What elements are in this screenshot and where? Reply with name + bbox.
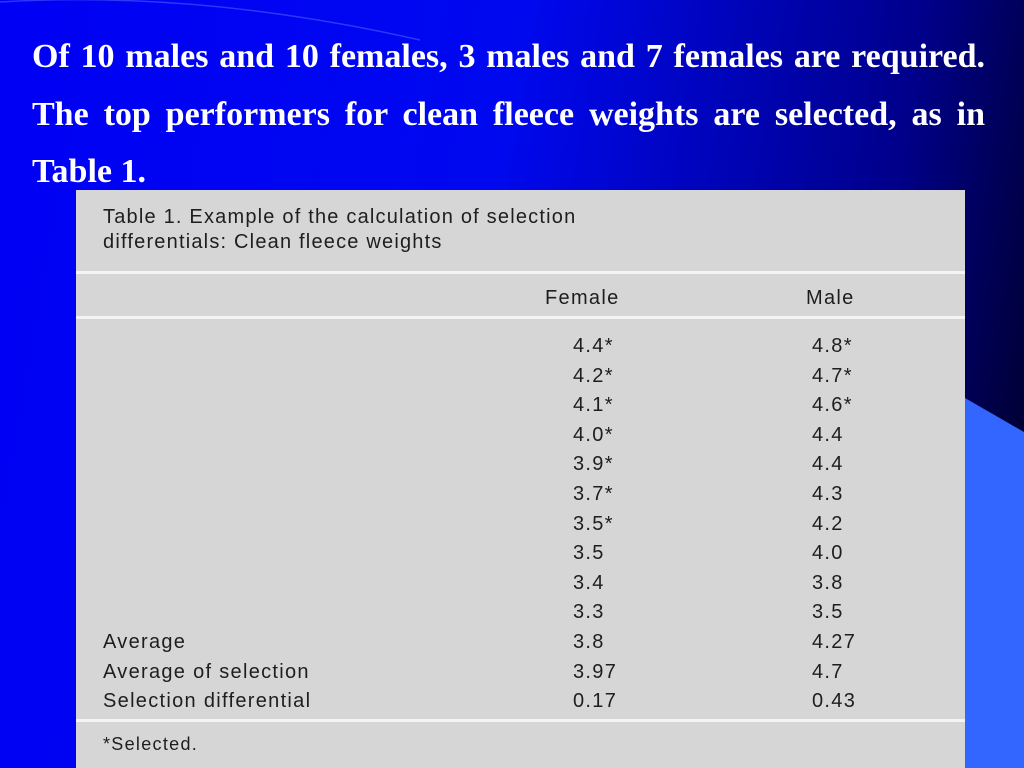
male-value: 4.8* <box>812 335 853 357</box>
female-value: 4.1* <box>573 394 614 417</box>
female-value: 3.5* <box>573 512 614 535</box>
table-caption: Table 1. Example of the calculation of s… <box>103 206 577 228</box>
female-value: 4.0* <box>573 423 614 446</box>
table-rule <box>76 719 965 722</box>
male-value: 4.4 <box>812 423 844 446</box>
corner-shape <box>965 398 1024 768</box>
male-value: 3.5 <box>812 601 844 624</box>
female-value: 4.4* <box>573 335 614 357</box>
female-value: 3.4 <box>573 571 605 594</box>
decor-curve <box>0 0 421 41</box>
table-footnote: *Selected. <box>103 734 199 754</box>
female-value: 4.2* <box>573 364 614 387</box>
column-header: Male <box>806 287 855 309</box>
male-value: 4.6* <box>812 394 853 417</box>
female-value: 3.8 <box>573 631 605 653</box>
female-value: 3.7* <box>573 483 614 505</box>
table-rule <box>76 271 965 274</box>
male-value: 4.7* <box>812 364 853 387</box>
female-value: 3.5 <box>573 542 605 565</box>
female-value: 0.17 <box>573 690 618 713</box>
male-value: 3.8 <box>812 571 844 594</box>
female-value: 3.9* <box>573 453 614 476</box>
female-value: 3.3 <box>573 601 605 624</box>
male-value: 4.7 <box>812 660 844 683</box>
female-value: 3.97 <box>573 660 618 683</box>
male-value: 4.2 <box>812 512 844 535</box>
male-value: 4.0 <box>812 542 844 565</box>
male-value: 4.4 <box>812 453 844 476</box>
male-value: 4.3 <box>812 483 844 505</box>
male-value: 4.27 <box>812 631 857 653</box>
table-image: Table 1. Example of the calculation of s… <box>76 190 965 768</box>
table-rule <box>76 316 965 319</box>
row-label: Average <box>103 631 187 653</box>
column-header: Female <box>545 287 620 309</box>
row-label: Selection differential <box>103 690 312 713</box>
slide-text: Of 10 males and 10 females, 3 males and … <box>32 38 985 190</box>
row-label: Average of selection <box>103 660 310 683</box>
table-caption: differentials: Clean fleece weights <box>103 231 443 253</box>
male-value: 0.43 <box>812 690 857 713</box>
